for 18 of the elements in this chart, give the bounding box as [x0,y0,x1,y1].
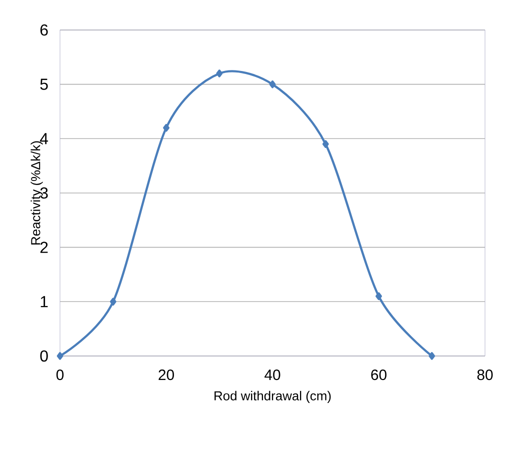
x-tick-label: 0 [56,370,64,380]
point [163,124,170,132]
y-tick-label: 6 [40,24,48,36]
point [269,80,276,88]
point [216,70,223,78]
point [428,352,436,360]
x-tick-label: 60 [371,370,386,380]
x-axis-title: Rod withdrawal (cm) [214,390,331,403]
x-tick-label: 20 [158,370,174,380]
x-tick-label: 40 [264,370,280,380]
point [56,352,64,360]
point [376,292,382,300]
x-tick-label: 80 [477,370,493,380]
y-tick-label: 1 [40,296,48,308]
point [322,140,329,148]
point [110,298,116,306]
y-tick-label: 5 [40,78,48,90]
y-tick-label: 0 [40,350,48,362]
